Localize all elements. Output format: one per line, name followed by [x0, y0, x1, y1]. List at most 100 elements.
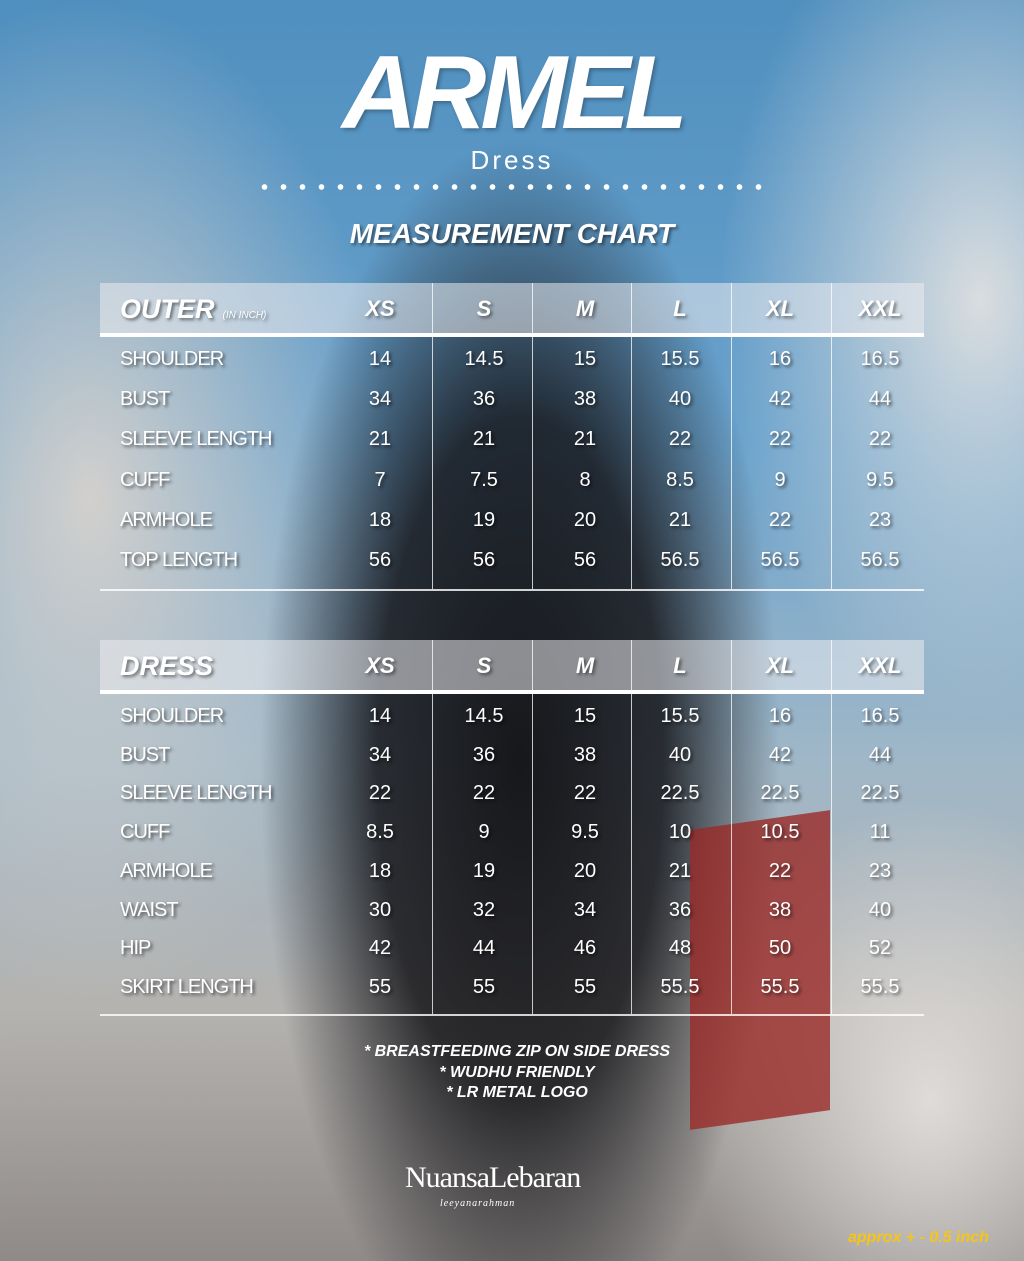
- measurement-value: 21: [368, 428, 392, 451]
- chart-title: MEASUREMENT CHART: [349, 218, 675, 249]
- column-divider: [731, 640, 732, 1014]
- measurement-value: 40: [668, 388, 692, 411]
- note: * BREASTFEEDING ZIP ON SIDE DRESS: [363, 1043, 671, 1060]
- outer-size-table: OUTER (IN INCH) XS S M L XL XXL SHOULDER 14 14.5…: [100, 283, 924, 593]
- note: * WUDHU FRIENDLY: [439, 1063, 595, 1081]
- measurement-value: 30: [368, 898, 392, 921]
- table-row: CUFF 8.5 9 9.5 10 10.5 11: [100, 816, 924, 846]
- table-row: BUST 34 36 38 40 42 44: [100, 739, 924, 769]
- table-row: TOP LENGTH 56 56 56 56.5 56.5 56.5: [100, 544, 924, 574]
- measurement-value: 42: [768, 388, 792, 411]
- measurement-value: 14: [368, 705, 392, 727]
- measurement-value: 19: [472, 859, 496, 882]
- measurement-value: 36: [472, 388, 496, 411]
- measurement-value: 8.5: [366, 821, 394, 844]
- size-header-xxl: XXL: [858, 653, 902, 678]
- measurement-label: CUFF: [120, 821, 170, 844]
- measurement-value: 7.5: [470, 468, 498, 491]
- measurement-value: 34: [573, 898, 597, 921]
- measurement-value: 38: [768, 898, 792, 921]
- size-header-l: L: [673, 296, 687, 321]
- measurement-value: 14.5: [464, 705, 504, 727]
- measurement-value: 21: [668, 508, 692, 531]
- column-divider: [532, 283, 533, 589]
- outer-table-name: OUTER: [120, 294, 215, 324]
- measurement-label: TOP LENGTH: [120, 549, 238, 571]
- measurement-value: 11: [869, 821, 891, 844]
- measurement-value: 9: [774, 468, 786, 491]
- size-header-s: S: [476, 653, 492, 678]
- measurement-value: 38: [573, 743, 597, 766]
- measurement-value: 23: [868, 508, 892, 531]
- table-row: ARMHOLE 18 19 20 21 22 23: [100, 504, 924, 534]
- measurement-value: 22: [768, 508, 792, 531]
- measurement-value: 48: [668, 937, 692, 960]
- approx-note: approx + - 0.5 inch: [848, 1229, 989, 1246]
- measurement-value: 42: [368, 937, 392, 960]
- table-row: SHOULDER 14 14.5 15 15.5 16 16.5: [100, 343, 924, 373]
- measurement-label: SLEEVE LENGTH: [120, 428, 273, 451]
- measurement-value: 22: [368, 782, 392, 805]
- measurement-value: 22: [768, 428, 792, 451]
- outer-table-header: OUTER (IN INCH) XS S M L XL XXL: [100, 283, 924, 337]
- measurement-value: 52: [868, 937, 892, 960]
- table-bottom-line: [100, 1014, 924, 1016]
- measurement-value: 22.5: [860, 782, 900, 805]
- brand-logo: NuansaLebaran: [405, 1161, 581, 1194]
- measurement-value: 22.5: [660, 782, 700, 805]
- measurement-label: SHOULDER: [120, 705, 224, 727]
- table-row: SKIRT LENGTH 55 55 55 55.5 55.5 55.5: [100, 971, 924, 1001]
- measurement-value: 34: [368, 388, 392, 411]
- measurement-value: 36: [472, 743, 496, 766]
- measurement-value: 22.5: [760, 782, 800, 805]
- table-row: SHOULDER 14 14.5 15 15.5 16 16.5: [100, 700, 924, 730]
- measurement-value: 56: [573, 549, 597, 571]
- measurement-value: 15: [573, 705, 597, 727]
- measurement-value: 22: [668, 428, 692, 451]
- measurement-value: 14.5: [464, 348, 504, 370]
- measurement-value: 55.5: [860, 975, 900, 998]
- measurement-value: 16: [768, 705, 792, 727]
- measurement-value: 10: [668, 821, 692, 844]
- table-row: CUFF 7 7.5 8 8.5 9 9.5: [100, 464, 924, 494]
- measurement-value: 55.5: [760, 975, 800, 998]
- measurement-value: 40: [868, 898, 892, 921]
- note: * LR METAL LOGO: [446, 1084, 588, 1101]
- measurement-value: 7: [374, 468, 386, 491]
- measurement-value: 16: [768, 348, 792, 370]
- measurement-value: 56.5: [760, 549, 800, 571]
- measurement-value: 8: [579, 468, 591, 491]
- size-header-xxl: XXL: [858, 296, 902, 321]
- measurement-value: 34: [368, 743, 392, 766]
- measurement-value: 9: [478, 821, 490, 844]
- measurement-value: 40: [668, 743, 692, 766]
- table-row: BUST 34 36 38 40 42 44: [100, 383, 924, 413]
- table-row: SLEEVE LENGTH 21 21 21 22 22 22: [100, 423, 924, 453]
- column-divider: [831, 283, 832, 589]
- measurement-value: 15: [573, 348, 597, 370]
- column-divider: [731, 283, 732, 589]
- measurement-value: 21: [472, 428, 496, 451]
- measurement-value: 22: [472, 782, 496, 805]
- dress-table-title: DRESS: [120, 651, 214, 681]
- measurement-label: WAIST: [120, 898, 179, 921]
- dotted-divider: [255, 182, 770, 192]
- product-title: ARMEL: [342, 35, 688, 151]
- brand-logo-signature: leeyanarahman: [440, 1198, 516, 1209]
- measurement-value: 9.5: [571, 821, 599, 844]
- table-row: SLEEVE LENGTH 22 22 22 22.5 22.5 22.5: [100, 777, 924, 807]
- table-bottom-line: [100, 589, 924, 591]
- measurement-value: 15.5: [660, 348, 700, 370]
- measurement-value: 22: [868, 428, 892, 451]
- measurement-value: 38: [573, 388, 597, 411]
- measurement-label: SHOULDER: [120, 348, 224, 370]
- measurement-value: 16.5: [860, 705, 900, 727]
- measurement-value: 36: [668, 898, 692, 921]
- dress-size-table: DRESS XS S M L XL XXL SHOULDER 14 14.5 15 15.5 16 1…: [100, 640, 924, 1020]
- measurement-value: 44: [868, 743, 892, 766]
- measurement-value: 8.5: [666, 468, 694, 491]
- column-divider: [432, 640, 433, 1014]
- size-header-m: M: [575, 296, 595, 321]
- measurement-value: 55: [472, 975, 496, 998]
- measurement-value: 55.5: [660, 975, 700, 998]
